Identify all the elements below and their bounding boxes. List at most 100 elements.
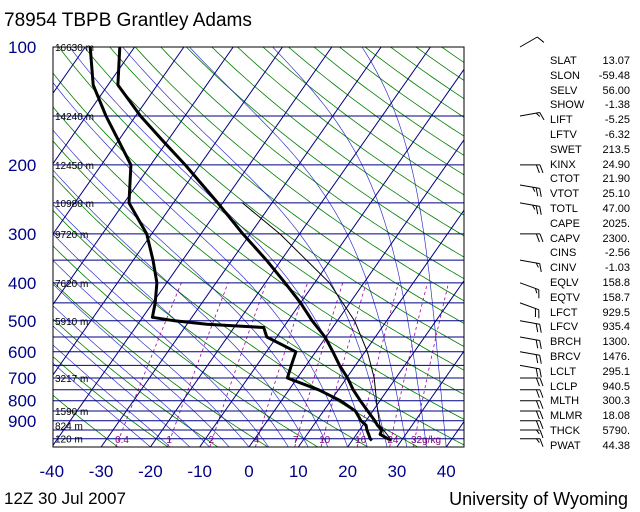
index-key: LCLP bbox=[550, 380, 578, 393]
temperature-tick-label: -10 bbox=[187, 462, 212, 481]
wind-barb-shaft bbox=[519, 364, 540, 370]
index-key: SLAT bbox=[550, 55, 577, 67]
index-key: SWET bbox=[550, 143, 582, 156]
index-value: 25.10 bbox=[602, 188, 630, 201]
index-key: SLON bbox=[550, 69, 580, 82]
height-label: 14240 m bbox=[55, 112, 94, 123]
index-value: 13.07 bbox=[602, 55, 630, 67]
index-row: TOTL 47.00 bbox=[550, 203, 630, 218]
index-value: -59.48 bbox=[598, 69, 630, 82]
temperature-line bbox=[116, 47, 393, 442]
index-row: PWAT 44.38 bbox=[550, 440, 630, 455]
index-row: SLON -59.48 bbox=[550, 70, 630, 85]
index-row: SWET 213.5 bbox=[550, 144, 630, 159]
wind-barb bbox=[519, 282, 540, 299]
wind-barb-shaft bbox=[519, 184, 540, 189]
wind-barb bbox=[519, 259, 542, 273]
index-row: KINX 24.90 bbox=[550, 159, 630, 174]
wind-barb-flag bbox=[535, 112, 541, 117]
wind-barb-flag bbox=[539, 188, 542, 197]
isotherm-line bbox=[396, 350, 464, 447]
moist-adiabat-line bbox=[69, 47, 368, 447]
temperature-tick-label: 10 bbox=[289, 462, 308, 481]
wind-barb bbox=[519, 36, 545, 48]
moist-adiabat-line bbox=[272, 47, 427, 447]
temperature-tick-label: 20 bbox=[338, 462, 357, 481]
wind-barb-flag bbox=[535, 410, 540, 420]
index-row: MLTH 300.3 bbox=[550, 395, 630, 410]
index-row: CINS -2.56 bbox=[550, 247, 630, 262]
index-row: BRCV 1476. bbox=[550, 351, 630, 366]
wind-barb bbox=[520, 420, 544, 429]
wind-barb-flag bbox=[535, 233, 540, 243]
footer-source: University of Wyoming bbox=[449, 489, 628, 509]
height-label: 10980 m bbox=[55, 199, 94, 210]
index-row: THCK 5790. bbox=[550, 425, 630, 440]
index-value: 929.5 bbox=[602, 306, 630, 319]
moist-adiabat-line bbox=[189, 47, 408, 447]
wind-barb-flag bbox=[539, 164, 544, 174]
wind-barb-flag bbox=[539, 355, 542, 364]
index-value: -2.56 bbox=[604, 247, 630, 260]
isotherm-line bbox=[297, 209, 464, 447]
temperature-tick-label: 40 bbox=[437, 462, 456, 481]
wind-barb-shaft bbox=[519, 36, 538, 48]
moist-adiabat-line bbox=[53, 81, 348, 447]
wind-barb-flag bbox=[532, 186, 536, 192]
dry-adiabat-line bbox=[53, 318, 219, 447]
wind-barb-flag bbox=[539, 400, 544, 409]
index-key: LFCT bbox=[550, 306, 578, 319]
index-value: 24.90 bbox=[602, 158, 630, 171]
dry-adiabat-line bbox=[237, 47, 464, 216]
temperature-tick-label: -30 bbox=[89, 462, 114, 481]
moist-adiabat-line bbox=[53, 259, 250, 447]
isotherm-line bbox=[199, 68, 464, 447]
moist-adiabat-line bbox=[53, 169, 309, 447]
pressure-tick-label: 800 bbox=[8, 392, 36, 411]
wind-barb-flag bbox=[535, 323, 539, 333]
index-key: VTOT bbox=[550, 188, 580, 201]
moist-adiabat-line bbox=[53, 362, 151, 447]
index-key: CAPV bbox=[550, 232, 580, 245]
parcel-path-line bbox=[242, 202, 391, 440]
index-row: CTOT 21.90 bbox=[550, 173, 630, 188]
wind-barb bbox=[520, 233, 544, 243]
moist-adiabat-line bbox=[122, 47, 388, 447]
index-key: MLTH bbox=[550, 395, 580, 408]
index-row: SLAT 13.07 bbox=[550, 55, 630, 70]
index-key: CINV bbox=[550, 262, 577, 275]
pressure-tick-label: 900 bbox=[8, 412, 36, 431]
mixing-ratio-label: 16 bbox=[355, 435, 367, 446]
index-row: SHOW -1.38 bbox=[550, 99, 630, 114]
wind-barb bbox=[520, 164, 544, 174]
isotherm-line bbox=[100, 47, 382, 447]
isotherm-line bbox=[53, 47, 234, 306]
dry-adiabat-line bbox=[53, 106, 464, 420]
index-row: CAPE 2025. bbox=[550, 218, 630, 233]
wind-barb bbox=[519, 302, 540, 319]
wind-barb-shaft bbox=[519, 302, 539, 311]
wind-barbs bbox=[519, 36, 545, 447]
wind-barb-flag bbox=[539, 420, 544, 429]
moist-adiabat-line bbox=[53, 203, 289, 447]
wind-barb-flag bbox=[535, 262, 539, 268]
mixing-ratio-line bbox=[255, 282, 308, 447]
index-value: -1.38 bbox=[604, 99, 630, 112]
wind-barb bbox=[520, 377, 544, 387]
wind-barb-flag bbox=[539, 377, 544, 387]
index-value: 47.00 bbox=[602, 202, 630, 215]
mixing-ratio-line bbox=[413, 282, 449, 447]
index-key: CINS bbox=[550, 247, 577, 260]
dry-adiabat-line bbox=[53, 394, 119, 447]
wind-barb bbox=[519, 336, 542, 349]
pressure-tick-label: 200 bbox=[8, 156, 36, 175]
height-label: 12450 m bbox=[55, 161, 94, 172]
temperature-tick-label: 30 bbox=[387, 462, 406, 481]
dry-adiabat-line bbox=[186, 47, 464, 258]
index-row: MLMR 18.08 bbox=[550, 410, 630, 425]
dry-adiabat-line bbox=[53, 209, 369, 447]
wind-barb-flag bbox=[536, 438, 540, 444]
pressure-tick-label: 700 bbox=[8, 369, 36, 388]
wind-barb-flag bbox=[536, 429, 540, 435]
isotherm-line bbox=[347, 279, 464, 447]
